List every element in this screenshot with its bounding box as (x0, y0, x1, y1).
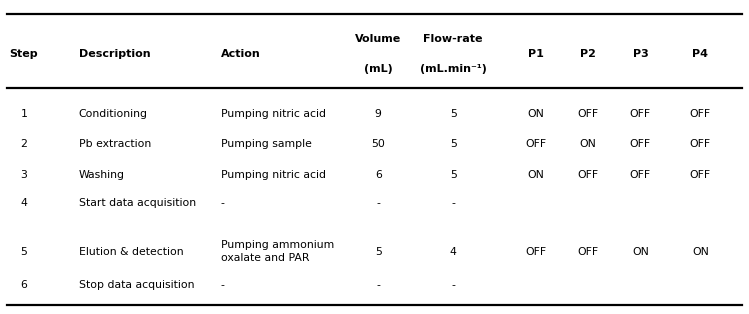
Text: OFF: OFF (577, 170, 598, 180)
Text: 50: 50 (372, 139, 385, 149)
Text: 5: 5 (20, 247, 28, 257)
Text: OFF: OFF (690, 139, 711, 149)
Text: Volume: Volume (355, 34, 401, 44)
Text: OFF: OFF (525, 247, 546, 257)
Text: 4: 4 (20, 198, 28, 208)
Text: ON: ON (527, 109, 544, 119)
Text: Pumping sample: Pumping sample (221, 139, 312, 149)
Text: -: - (376, 198, 380, 208)
Text: 2: 2 (20, 139, 28, 149)
Text: Stop data acquisition: Stop data acquisition (79, 280, 194, 290)
Text: P3: P3 (632, 49, 649, 59)
Text: Washing: Washing (79, 170, 124, 180)
Text: -: - (221, 280, 225, 290)
Text: 5: 5 (449, 139, 457, 149)
Text: OFF: OFF (630, 109, 651, 119)
Text: 5: 5 (449, 109, 457, 119)
Text: OFF: OFF (690, 109, 711, 119)
Text: 6: 6 (374, 170, 382, 180)
Text: 4: 4 (449, 247, 457, 257)
Text: 9: 9 (374, 109, 382, 119)
Text: OFF: OFF (690, 170, 711, 180)
Text: (mL.min⁻¹): (mL.min⁻¹) (419, 64, 487, 74)
Text: -: - (376, 280, 380, 290)
Text: OFF: OFF (577, 247, 598, 257)
Text: Pumping nitric acid: Pumping nitric acid (221, 109, 326, 119)
Text: Step: Step (10, 49, 38, 59)
Text: -: - (221, 198, 225, 208)
Text: OFF: OFF (630, 170, 651, 180)
Text: Action: Action (221, 49, 261, 59)
Text: ON: ON (632, 247, 649, 257)
Text: ON: ON (692, 247, 709, 257)
Text: P1: P1 (527, 49, 544, 59)
Text: -: - (451, 198, 455, 208)
Text: Pb extraction: Pb extraction (79, 139, 151, 149)
Text: Pumping ammonium
oxalate and PAR: Pumping ammonium oxalate and PAR (221, 241, 334, 263)
Text: P2: P2 (580, 49, 596, 59)
Text: Description: Description (79, 49, 151, 59)
Text: (mL): (mL) (364, 64, 392, 74)
Text: Elution & detection: Elution & detection (79, 247, 184, 257)
Text: ON: ON (527, 170, 544, 180)
Text: Conditioning: Conditioning (79, 109, 148, 119)
Text: Pumping nitric acid: Pumping nitric acid (221, 170, 326, 180)
Text: OFF: OFF (577, 109, 598, 119)
Text: 5: 5 (449, 170, 457, 180)
Text: P4: P4 (692, 49, 709, 59)
Text: Start data acquisition: Start data acquisition (79, 198, 195, 208)
Text: -: - (451, 280, 455, 290)
Text: OFF: OFF (630, 139, 651, 149)
Text: 5: 5 (374, 247, 382, 257)
Text: 6: 6 (20, 280, 28, 290)
Text: 1: 1 (20, 109, 28, 119)
Text: ON: ON (580, 139, 596, 149)
Text: OFF: OFF (525, 139, 546, 149)
Text: 3: 3 (20, 170, 28, 180)
Text: Flow-rate: Flow-rate (423, 34, 483, 44)
